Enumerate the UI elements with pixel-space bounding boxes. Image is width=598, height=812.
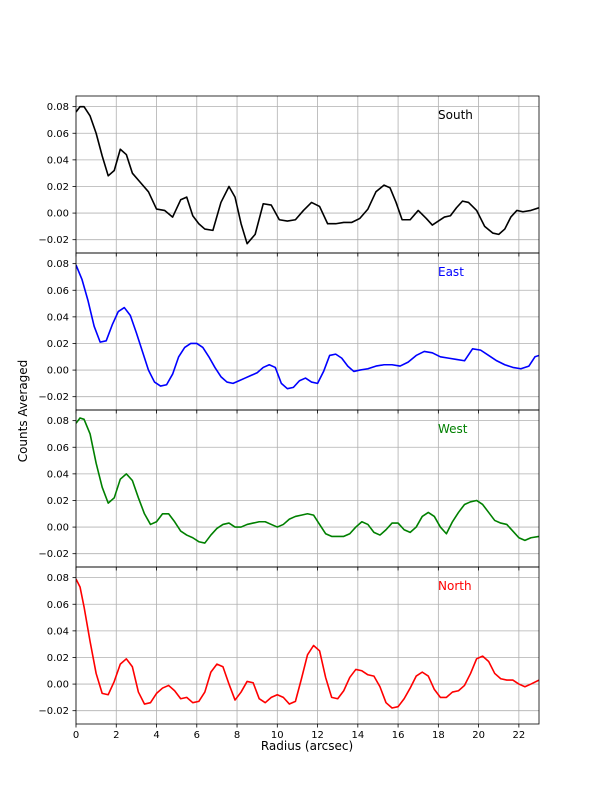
x-tick-label: 6 [194,730,200,741]
y-tick-label: 0.02 [47,182,69,193]
panel-frame [75,566,540,725]
x-tick-label: 10 [271,730,284,741]
y-tick-label: −0.02 [38,549,69,560]
y-tick-label: 0.00 [47,523,69,534]
y-tick-label: 0.08 [47,259,69,270]
x-tick-label: 20 [472,730,485,741]
y-axis-label: Counts Averaged [16,360,30,463]
frame-layer: South East West North [75,95,540,725]
y-tick-label: 0.02 [47,339,69,350]
y-tick-label: 0.08 [47,416,69,427]
y-tick-label: 0.08 [47,573,69,584]
series-layer [76,105,539,709]
y-tick-label: 0.08 [47,102,69,113]
panel-label-south: South [438,108,473,122]
tick-layer: −0.02 0.00 0.02 0.04 0.06 0.08 −0.02 0.00 0.02 0.… [38,102,525,741]
y-tick-label: 0.00 [47,209,69,220]
y-tick-label: 0.06 [47,129,69,140]
y-tick-label: 0.04 [47,155,69,166]
x-tick-label: 14 [351,730,364,741]
x-axis-label: Radius (arcsec) [261,739,353,753]
panel-label-north: North [438,579,472,593]
x-tick-label: 4 [153,730,159,741]
y-tick-label: 0.00 [47,366,69,377]
y-tick-label: −0.02 [38,392,69,403]
y-tick-label: 0.04 [47,626,69,637]
panel-label-east: East [438,265,464,279]
x-tick-label: 22 [513,730,526,741]
panel-label-west: West [438,422,468,436]
series-line-south [76,105,539,245]
x-tick-label: 18 [432,730,445,741]
y-tick-label: −0.02 [38,235,69,246]
y-tick-label: 0.04 [47,469,69,480]
y-tick-label: 0.06 [47,600,69,611]
y-tick-label: 0.06 [47,443,69,454]
y-tick-label: 0.04 [47,312,69,323]
y-tick-label: 0.02 [47,496,69,507]
series-line-west [76,417,539,544]
y-tick-label: 0.06 [47,286,69,297]
x-tick-label: 16 [392,730,405,741]
x-tick-label: 12 [311,730,324,741]
y-tick-label: 0.00 [47,680,69,691]
x-tick-label: 2 [113,730,119,741]
x-tick-label: 0 [73,730,79,741]
grid-layer [75,96,539,724]
panel-frame [75,252,540,411]
panel-frame [75,409,540,568]
y-tick-label: −0.02 [38,706,69,717]
series-line-north [76,578,539,709]
x-tick-label: 8 [234,730,240,741]
series-line-east [76,264,539,390]
y-tick-label: 0.02 [47,653,69,664]
